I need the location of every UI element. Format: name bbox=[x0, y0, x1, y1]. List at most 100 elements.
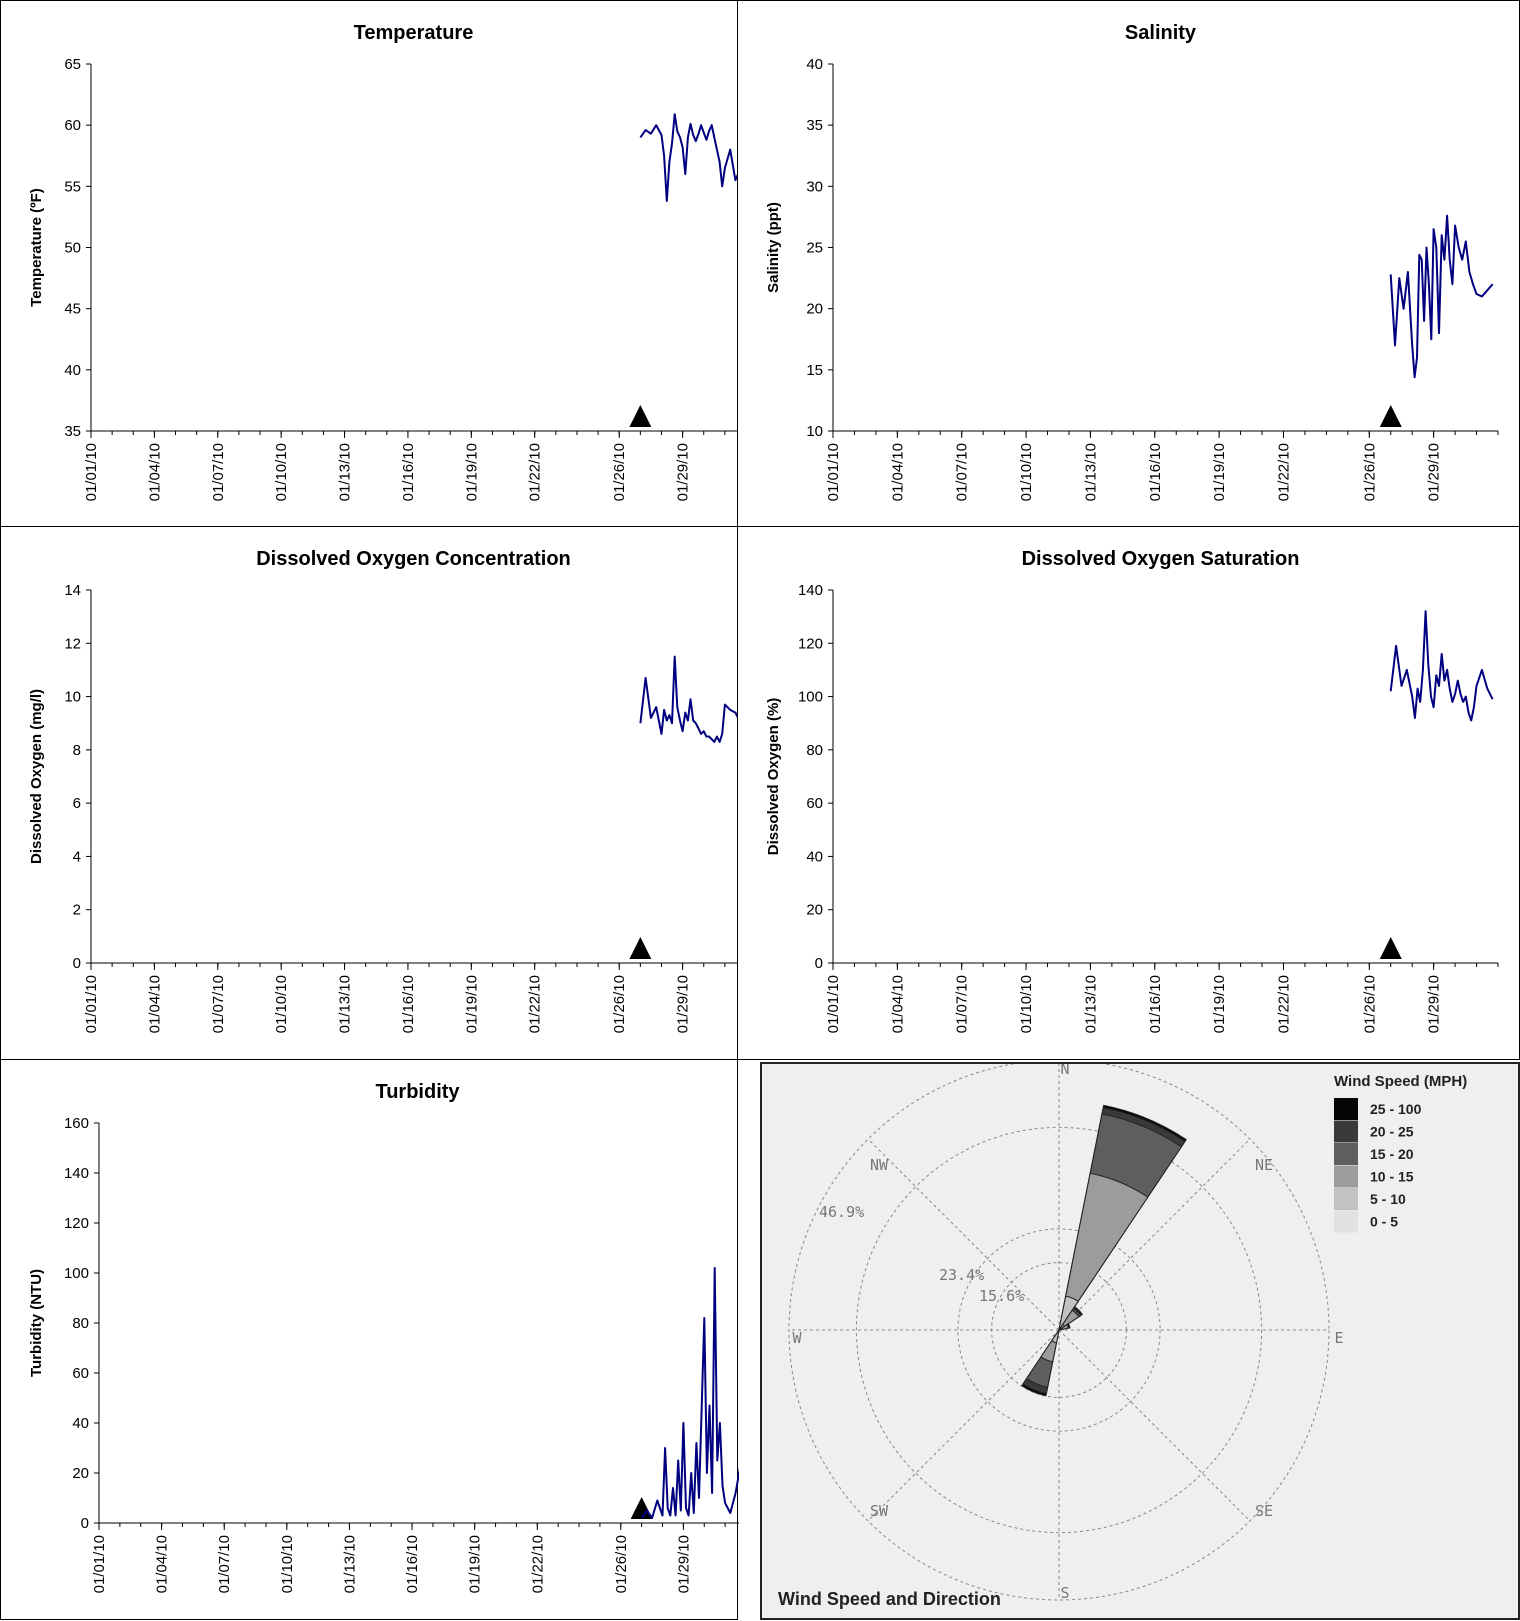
legend-label: 15 - 20 bbox=[1370, 1146, 1414, 1162]
legend-swatch bbox=[1334, 1098, 1358, 1120]
x-tick-label: 01/19/10 bbox=[1211, 443, 1228, 501]
y-tick-label: 40 bbox=[806, 848, 823, 865]
salinity-svg: Salinity Salinity (ppt) 10 15 20 25 30 35 40 01/0… bbox=[765, 22, 1499, 501]
x-tick-label: 01/01/10 bbox=[825, 975, 842, 1033]
y-tick-label: 120 bbox=[798, 635, 823, 652]
deployment-marker bbox=[630, 1497, 653, 1519]
y-tick-label: 120 bbox=[64, 1215, 89, 1232]
x-tick-label: 01/22/10 bbox=[1275, 975, 1292, 1033]
y-tick-label: 35 bbox=[64, 423, 81, 440]
x-tick-label: 01/04/10 bbox=[889, 975, 906, 1033]
x-tick-label: 01/16/10 bbox=[1147, 975, 1164, 1033]
y-tick-label: 50 bbox=[64, 240, 81, 257]
y-tick-label: 35 bbox=[806, 117, 823, 134]
series-line bbox=[639, 113, 739, 202]
x-tick-label: 01/07/10 bbox=[210, 975, 227, 1033]
y-tick-label: 55 bbox=[64, 178, 81, 195]
y-tick-label: 140 bbox=[798, 582, 823, 599]
x-tick-label: 01/01/10 bbox=[83, 443, 100, 501]
wind-rose-title: Wind Speed and Direction bbox=[778, 1589, 1001, 1609]
do-concentration-svg: Dissolved Oxygen Concentration Dissolved … bbox=[28, 548, 739, 1033]
y-tick-label: 20 bbox=[806, 301, 823, 318]
y-tick-label: 10 bbox=[64, 689, 81, 706]
legend-swatch bbox=[1334, 1143, 1358, 1165]
wind-ring bbox=[788, 1064, 1330, 1601]
y-tick-label: 30 bbox=[806, 178, 823, 195]
x-tick-label: 01/13/10 bbox=[337, 443, 354, 501]
wind-petal-segment bbox=[1057, 1329, 1060, 1333]
x-tick-label: 01/04/10 bbox=[154, 1535, 171, 1593]
x-tick-label: 01/01/10 bbox=[825, 443, 842, 501]
x-tick-label: 01/22/10 bbox=[529, 1535, 546, 1593]
x-tick-label: 01/16/10 bbox=[404, 1535, 421, 1593]
series-line bbox=[1389, 214, 1494, 379]
y-tick-label: 8 bbox=[73, 742, 81, 759]
chart-title: Dissolved Oxygen Concentration bbox=[256, 548, 571, 570]
y-tick-label: 60 bbox=[806, 795, 823, 812]
x-tick-label: 01/19/10 bbox=[1211, 975, 1228, 1033]
x-tick-label: 01/16/10 bbox=[400, 975, 417, 1033]
ring-label: 15.6% bbox=[979, 1287, 1024, 1305]
y-tick-label: 10 bbox=[806, 423, 823, 440]
x-tick-label: 01/04/10 bbox=[146, 975, 163, 1033]
wind-ring bbox=[855, 1126, 1263, 1534]
wind-petal-segment bbox=[1058, 1172, 1149, 1331]
legend-label: 10 - 15 bbox=[1370, 1169, 1414, 1185]
x-tick-label: 01/04/10 bbox=[146, 443, 163, 501]
y-tick-label: 100 bbox=[64, 1265, 89, 1282]
x-tick-label: 01/19/10 bbox=[467, 1535, 484, 1593]
y-tick-label: 2 bbox=[73, 902, 81, 919]
x-tick-label: 01/07/10 bbox=[216, 1535, 233, 1593]
x-tick-label: 01/19/10 bbox=[463, 975, 480, 1033]
y-tick-label: 65 bbox=[64, 56, 81, 73]
x-tick-label: 01/07/10 bbox=[954, 443, 971, 501]
wind-rose-svg: N NE E SE S SW W NW 15.6% 23.4% 46.9% Wind Speed (M… bbox=[788, 1064, 1467, 1602]
direction-label: NW bbox=[870, 1156, 889, 1174]
direction-label: SE bbox=[1255, 1502, 1273, 1520]
y-tick-label: 0 bbox=[81, 1515, 89, 1532]
chart-title: Temperature bbox=[354, 22, 474, 44]
series-line bbox=[639, 655, 739, 743]
y-tick-label: 100 bbox=[798, 689, 823, 706]
legend-label: 25 - 100 bbox=[1370, 1101, 1422, 1117]
y-tick-label: 40 bbox=[72, 1415, 89, 1432]
direction-label: NE bbox=[1255, 1156, 1273, 1174]
x-tick-label: 01/10/10 bbox=[279, 1535, 296, 1593]
y-tick-label: 4 bbox=[73, 848, 81, 865]
y-axis-label: Temperature (ºF) bbox=[28, 188, 45, 307]
x-tick-label: 01/10/10 bbox=[273, 975, 290, 1033]
wind-ring bbox=[957, 1228, 1161, 1432]
x-tick-label: 01/29/10 bbox=[675, 1535, 692, 1593]
x-tick-label: 01/01/10 bbox=[91, 1535, 108, 1593]
wind-petal-segment bbox=[1058, 1328, 1061, 1331]
y-tick-label: 0 bbox=[73, 955, 81, 972]
wind-petal-segment bbox=[1058, 1309, 1080, 1331]
x-tick-label: 01/29/10 bbox=[675, 443, 692, 501]
y-tick-label: 80 bbox=[806, 742, 823, 759]
x-tick-label: 01/22/10 bbox=[527, 443, 544, 501]
deployment-marker bbox=[629, 937, 652, 959]
x-tick-label: 01/29/10 bbox=[1426, 443, 1443, 501]
deployment-marker bbox=[629, 405, 652, 427]
do-saturation-svg: Dissolved Oxygen Saturation Dissolved Oxy… bbox=[765, 548, 1499, 1033]
x-tick-label: 01/29/10 bbox=[675, 975, 692, 1033]
do-concentration-chart-panel: Dissolved Oxygen Concentration Dissolved … bbox=[0, 526, 739, 1060]
chart-title: Turbidity bbox=[375, 1081, 460, 1103]
salinity-chart-panel: Salinity Salinity (ppt) 10 15 20 25 30 35 40 01/0… bbox=[737, 0, 1520, 527]
y-tick-label: 12 bbox=[64, 635, 81, 652]
deployment-marker bbox=[1379, 937, 1402, 959]
do-saturation-chart-panel: Dissolved Oxygen Saturation Dissolved Oxy… bbox=[737, 526, 1520, 1060]
y-tick-label: 60 bbox=[72, 1365, 89, 1382]
x-tick-label: 01/07/10 bbox=[954, 975, 971, 1033]
x-tick-label: 01/10/10 bbox=[1018, 975, 1035, 1033]
y-tick-label: 15 bbox=[806, 362, 823, 379]
y-tick-label: 40 bbox=[64, 362, 81, 379]
x-tick-label: 01/26/10 bbox=[611, 443, 628, 501]
x-tick-label: 01/13/10 bbox=[1082, 443, 1099, 501]
direction-label: SW bbox=[870, 1502, 889, 1520]
legend-swatch bbox=[1334, 1120, 1358, 1143]
y-tick-label: 60 bbox=[64, 117, 81, 134]
x-tick-label: 01/13/10 bbox=[1082, 975, 1099, 1033]
wind-petal-segment bbox=[1058, 1295, 1079, 1331]
turbidity-chart-panel: Turbidity Turbidity (NTU) 0 20 40 60 80 100 120 1… bbox=[0, 1059, 739, 1620]
